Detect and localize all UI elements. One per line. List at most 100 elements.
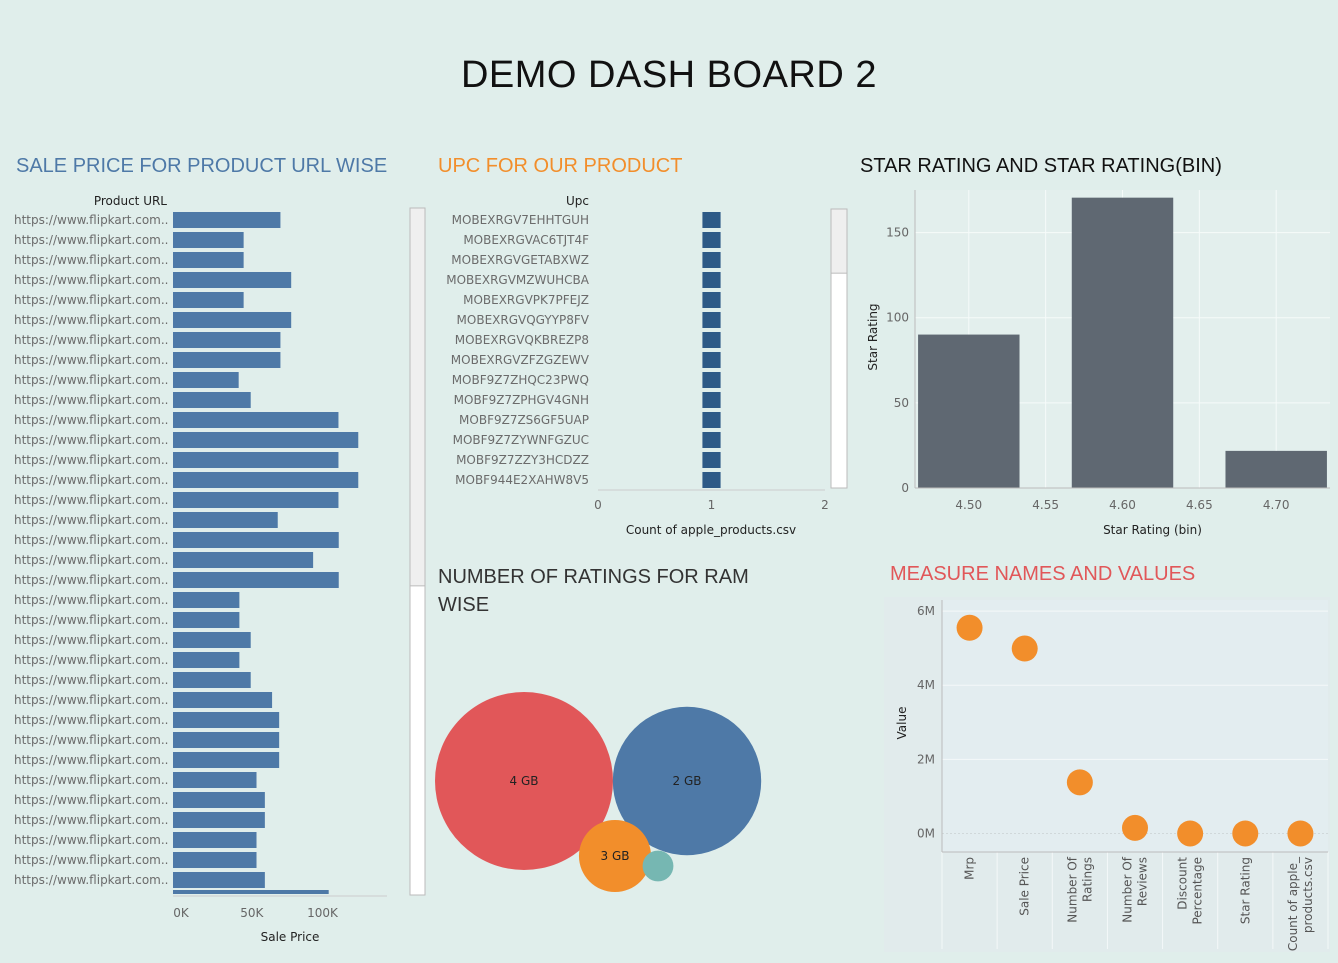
- star-y-axis-title: Star Rating: [866, 303, 880, 370]
- sale-row-label: https://www.flipkart.com..: [14, 393, 168, 407]
- measure-x-label-line: Discount: [1176, 857, 1190, 910]
- sale-row-label: https://www.flipkart.com..: [14, 373, 168, 387]
- sale-row-label: https://www.flipkart.com..: [14, 273, 168, 287]
- measure-x-label-line: Number Of: [1065, 856, 1079, 922]
- sale-row-label: https://www.flipkart.com..: [14, 433, 168, 447]
- sale-bar: [173, 512, 278, 528]
- measure-chart-title: MEASURE NAMES AND VALUES: [890, 563, 1196, 585]
- upc-bar: [702, 252, 721, 268]
- sale-bar: [173, 712, 280, 728]
- upc-row-label: MOBF9Z7ZHQC23PWQ: [452, 373, 589, 387]
- sale-bar: [173, 572, 339, 588]
- sale-bar: [173, 332, 281, 348]
- measure-x-label: Mrp: [963, 857, 977, 880]
- ram-bubble: [435, 692, 613, 870]
- measure-point: [1011, 635, 1038, 662]
- star-y-tick: 100: [886, 311, 909, 325]
- sale-bar: [173, 532, 339, 548]
- sale-bar: [173, 632, 251, 648]
- sale-row-label: https://www.flipkart.com..: [14, 333, 168, 347]
- upc-bar: [702, 452, 721, 468]
- sale-row-label: https://www.flipkart.com..: [14, 673, 168, 687]
- sale-row-fade: [0, 888, 172, 900]
- sale-row-label: https://www.flipkart.com..: [14, 853, 168, 867]
- measure-point: [1232, 820, 1259, 847]
- star-y-tick: 150: [886, 226, 909, 240]
- sale-row-header: Product URL: [94, 194, 167, 208]
- sale-bar: [173, 812, 265, 828]
- upc-row-label: MOBF944E2XAHW8V5: [455, 473, 589, 487]
- sale-row-label: https://www.flipkart.com..: [14, 493, 168, 507]
- star-y-tick: 50: [894, 396, 909, 410]
- upc-bar: [702, 432, 721, 448]
- sale-row-label: https://www.flipkart.com..: [14, 713, 168, 727]
- sale-bar: [173, 232, 244, 248]
- measure-y-tick: 4M: [917, 678, 935, 692]
- upc-bar: [702, 232, 721, 248]
- star-x-tick: 4.50: [955, 498, 982, 512]
- ram-bubble-label: 3 GB: [601, 849, 630, 863]
- ram-bubble-label: 4 GB: [510, 774, 539, 788]
- star-x-tick: 4.60: [1109, 498, 1136, 512]
- sale-price-chart: Product URL https://www.flipkart.com.. htt…: [0, 194, 426, 944]
- sale-row-label: https://www.flipkart.com..: [14, 733, 168, 747]
- upc-row-label: MOBEXRGVQKBREZP8: [455, 333, 589, 347]
- sale-row-label: https://www.flipkart.com..: [14, 413, 168, 427]
- star-bar: [918, 334, 1020, 488]
- measure-x-label: Sale Price: [1018, 857, 1032, 916]
- sale-bar: [173, 832, 257, 848]
- upc-row-label: MOBEXRGVGETABXWZ: [451, 253, 589, 267]
- sale-row-label: https://www.flipkart.com..: [14, 633, 168, 647]
- sale-bar: [173, 392, 251, 408]
- ram-bubble: [578, 819, 652, 893]
- sale-row-label: https://www.flipkart.com..: [14, 553, 168, 567]
- sale-row-label: https://www.flipkart.com..: [14, 353, 168, 367]
- sale-row-label: https://www.flipkart.com..: [14, 513, 168, 527]
- sale-row-label: https://www.flipkart.com..: [14, 213, 168, 227]
- sale-row-label: https://www.flipkart.com..: [14, 313, 168, 327]
- upc-bar: [702, 312, 721, 328]
- upc-row-label: MOBEXRGVPK7PFEJZ: [463, 293, 589, 307]
- upc-bar: [702, 392, 721, 408]
- upc-bar: [702, 332, 721, 348]
- measure-plot-area: [942, 600, 1328, 852]
- sale-x-tick: 0K: [173, 906, 190, 920]
- measure-y-tick: 2M: [917, 752, 935, 766]
- measure-x-label-line: Count of apple_: [1286, 856, 1300, 951]
- upc-bar: [702, 292, 721, 308]
- upc-x-tick: 2: [821, 498, 829, 512]
- upc-bar: [702, 372, 721, 388]
- sale-bar: [173, 612, 240, 628]
- measure-x-label-line: Star Rating: [1238, 857, 1252, 924]
- sale-bar: [173, 672, 251, 688]
- sale-bar: [173, 552, 314, 568]
- sale-x-tick: 50K: [240, 906, 264, 920]
- upc-scrollbar-thumb: [830, 208, 848, 274]
- sale-bar: [173, 652, 240, 668]
- star-x-tick: 4.65: [1186, 498, 1213, 512]
- sale-bar: [173, 412, 339, 428]
- sale-row-label: https://www.flipkart.com..: [14, 693, 168, 707]
- measure-x-label: Number Of Reviews: [1121, 856, 1150, 922]
- upc-row-label: MOBEXRGVAC6TJT4F: [463, 233, 589, 247]
- ram-bubble-label: 2 GB: [673, 774, 702, 788]
- upc-row-label: MOBF9Z7ZS6GF5UAP: [459, 413, 589, 427]
- sale-bar: [173, 272, 292, 288]
- measure-y-tick: 0M: [917, 826, 935, 840]
- upc-row-label: MOBF9Z7ZZY3HCDZZ: [456, 453, 589, 467]
- sale-row-label: https://www.flipkart.com..: [14, 873, 168, 887]
- sale-scrollbar-thumb: [409, 207, 426, 587]
- sale-row-label: https://www.flipkart.com..: [14, 293, 168, 307]
- sale-bar: [173, 452, 339, 468]
- sale-bar: [173, 772, 257, 788]
- measure-x-label-line: Reviews: [1136, 857, 1150, 906]
- upc-bar: [702, 472, 721, 488]
- sale-bar: [173, 432, 359, 448]
- upc-x-tick: 1: [708, 498, 716, 512]
- sale-bar: [173, 312, 292, 328]
- upc-bar: [702, 352, 721, 368]
- measure-x-label-line: Percentage: [1191, 857, 1205, 925]
- ram-bubble: [612, 706, 762, 856]
- sale-bar: [173, 872, 265, 888]
- sale-row-label: https://www.flipkart.com..: [14, 253, 168, 267]
